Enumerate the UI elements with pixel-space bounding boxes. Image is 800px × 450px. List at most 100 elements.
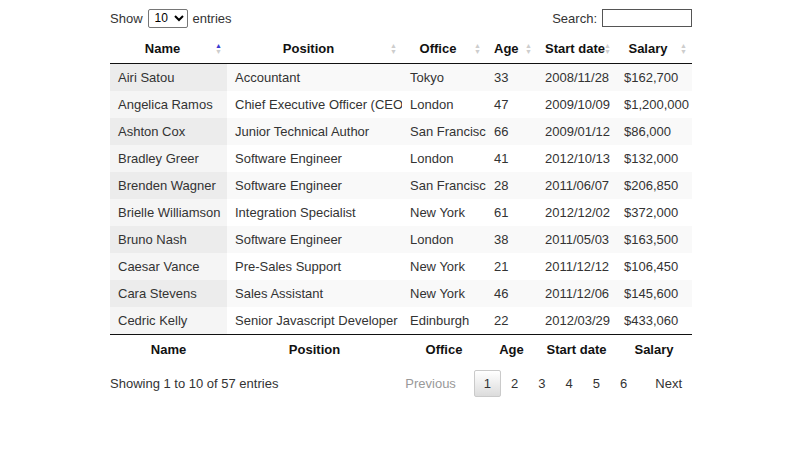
- pagination-page-6[interactable]: 6: [610, 370, 637, 397]
- cell-office: London: [402, 145, 486, 172]
- cell-salary: $106,450: [616, 253, 692, 280]
- cell-salary: $433,060: [616, 307, 692, 335]
- table-controls-bottom: Showing 1 to 10 of 57 entries Previous 1…: [110, 370, 692, 397]
- table-row: Cedric Kelly Senior Javascript Developer…: [110, 307, 692, 335]
- cell-office: Edinburgh: [402, 307, 486, 335]
- show-label: Show: [110, 11, 143, 26]
- pagination-page-3[interactable]: 3: [528, 370, 555, 397]
- cell-position: Software Engineer: [227, 226, 402, 253]
- cell-position: Integration Specialist: [227, 199, 402, 226]
- pagination-page-5[interactable]: 5: [583, 370, 610, 397]
- table-row: Ashton Cox Junior Technical Author San F…: [110, 118, 692, 145]
- footer-column-age: Age: [486, 335, 537, 365]
- cell-age: 28: [486, 172, 537, 199]
- cell-age: 22: [486, 307, 537, 335]
- cell-age: 66: [486, 118, 537, 145]
- column-header-start-date[interactable]: Start date ▲▼: [537, 34, 616, 64]
- cell-name: Bruno Nash: [110, 226, 227, 253]
- sort-desc-icon: ▼: [604, 49, 611, 55]
- data-table: Name ▲▼ Position ▲▼ Office ▲▼ Age ▲▼ Sta…: [110, 34, 692, 364]
- cell-office: New York: [402, 280, 486, 307]
- column-header-label: Name: [145, 41, 180, 56]
- cell-name: Brenden Wagner: [110, 172, 227, 199]
- column-header-label: Age: [494, 41, 519, 56]
- column-header-label: Position: [283, 41, 334, 56]
- footer-column-office: Office: [402, 335, 486, 365]
- table-row: Brielle Williamson Integration Specialis…: [110, 199, 692, 226]
- sort-desc-icon: ▼: [525, 49, 532, 55]
- sort-desc-icon: ▼: [474, 49, 481, 55]
- cell-start-date: 2012/12/02: [537, 199, 616, 226]
- cell-name: Bradley Greer: [110, 145, 227, 172]
- column-header-name[interactable]: Name ▲▼: [110, 34, 227, 64]
- cell-office: London: [402, 226, 486, 253]
- cell-salary: $206,850: [616, 172, 692, 199]
- column-header-age[interactable]: Age ▲▼: [486, 34, 537, 64]
- column-header-label: Salary: [628, 41, 667, 56]
- sort-desc-icon: ▼: [680, 49, 687, 55]
- cell-name: Angelica Ramos: [110, 91, 227, 118]
- search-label: Search:: [552, 11, 597, 26]
- cell-position: Chief Executive Officer (CEO): [227, 91, 402, 118]
- footer-header-row: Name Position Office Age Start date Sala…: [110, 335, 692, 365]
- search-input[interactable]: [602, 9, 692, 27]
- cell-age: 61: [486, 199, 537, 226]
- cell-age: 47: [486, 91, 537, 118]
- cell-position: Pre-Sales Support: [227, 253, 402, 280]
- cell-name: Brielle Williamson: [110, 199, 227, 226]
- cell-salary: $145,600: [616, 280, 692, 307]
- cell-salary: $162,700: [616, 64, 692, 92]
- cell-salary: $1,200,000: [616, 91, 692, 118]
- sort-arrows: ▲▼: [390, 43, 397, 55]
- sort-arrows: ▲▼: [604, 43, 611, 55]
- page-length-control: Show 10 entries: [110, 9, 232, 28]
- datatable-wrapper: Show 10 entries Search: Name ▲▼ Position: [110, 8, 692, 397]
- cell-position: Accountant: [227, 64, 402, 92]
- footer-column-name: Name: [110, 335, 227, 365]
- entries-label: entries: [193, 11, 232, 26]
- cell-age: 46: [486, 280, 537, 307]
- cell-start-date: 2008/11/28: [537, 64, 616, 92]
- sort-arrows: ▲▼: [215, 43, 222, 55]
- cell-position: Senior Javascript Developer: [227, 307, 402, 335]
- cell-start-date: 2009/01/12: [537, 118, 616, 145]
- cell-office: London: [402, 91, 486, 118]
- table-row: Bradley Greer Software Engineer London 4…: [110, 145, 692, 172]
- table-row: Airi Satou Accountant Tokyo 33 2008/11/2…: [110, 64, 692, 92]
- cell-position: Software Engineer: [227, 145, 402, 172]
- cell-start-date: 2012/03/29: [537, 307, 616, 335]
- footer-column-position: Position: [227, 335, 402, 365]
- sort-arrows: ▲▼: [680, 43, 687, 55]
- pagination-previous-button[interactable]: Previous: [395, 370, 466, 397]
- footer-column-start-date: Start date: [537, 335, 616, 365]
- cell-start-date: 2011/05/03: [537, 226, 616, 253]
- sort-desc-icon: ▼: [215, 49, 222, 55]
- pagination-page-4[interactable]: 4: [556, 370, 583, 397]
- table-row: Brenden Wagner Software Engineer San Fra…: [110, 172, 692, 199]
- header-row: Name ▲▼ Position ▲▼ Office ▲▼ Age ▲▼ Sta…: [110, 34, 692, 64]
- column-header-salary[interactable]: Salary ▲▼: [616, 34, 692, 64]
- cell-office: San Francisco: [402, 118, 486, 145]
- column-header-position[interactable]: Position ▲▼: [227, 34, 402, 64]
- page-length-select[interactable]: 10: [148, 9, 188, 28]
- sort-arrows: ▲▼: [525, 43, 532, 55]
- cell-age: 41: [486, 145, 537, 172]
- cell-position: Software Engineer: [227, 172, 402, 199]
- pagination-next-button[interactable]: Next: [645, 370, 692, 397]
- cell-age: 38: [486, 226, 537, 253]
- column-header-office[interactable]: Office ▲▼: [402, 34, 486, 64]
- cell-name: Caesar Vance: [110, 253, 227, 280]
- table-controls-top: Show 10 entries Search:: [110, 8, 692, 28]
- cell-salary: $163,500: [616, 226, 692, 253]
- cell-office: Tokyo: [402, 64, 486, 92]
- pagination-page-2[interactable]: 2: [501, 370, 528, 397]
- table-body: Airi Satou Accountant Tokyo 33 2008/11/2…: [110, 64, 692, 335]
- cell-position: Junior Technical Author: [227, 118, 402, 145]
- cell-name: Airi Satou: [110, 64, 227, 92]
- cell-salary: $132,000: [616, 145, 692, 172]
- cell-age: 21: [486, 253, 537, 280]
- cell-start-date: 2011/06/07: [537, 172, 616, 199]
- cell-start-date: 2011/12/12: [537, 253, 616, 280]
- pagination-page-1[interactable]: 1: [474, 370, 501, 397]
- table-row: Cara Stevens Sales Assistant New York 46…: [110, 280, 692, 307]
